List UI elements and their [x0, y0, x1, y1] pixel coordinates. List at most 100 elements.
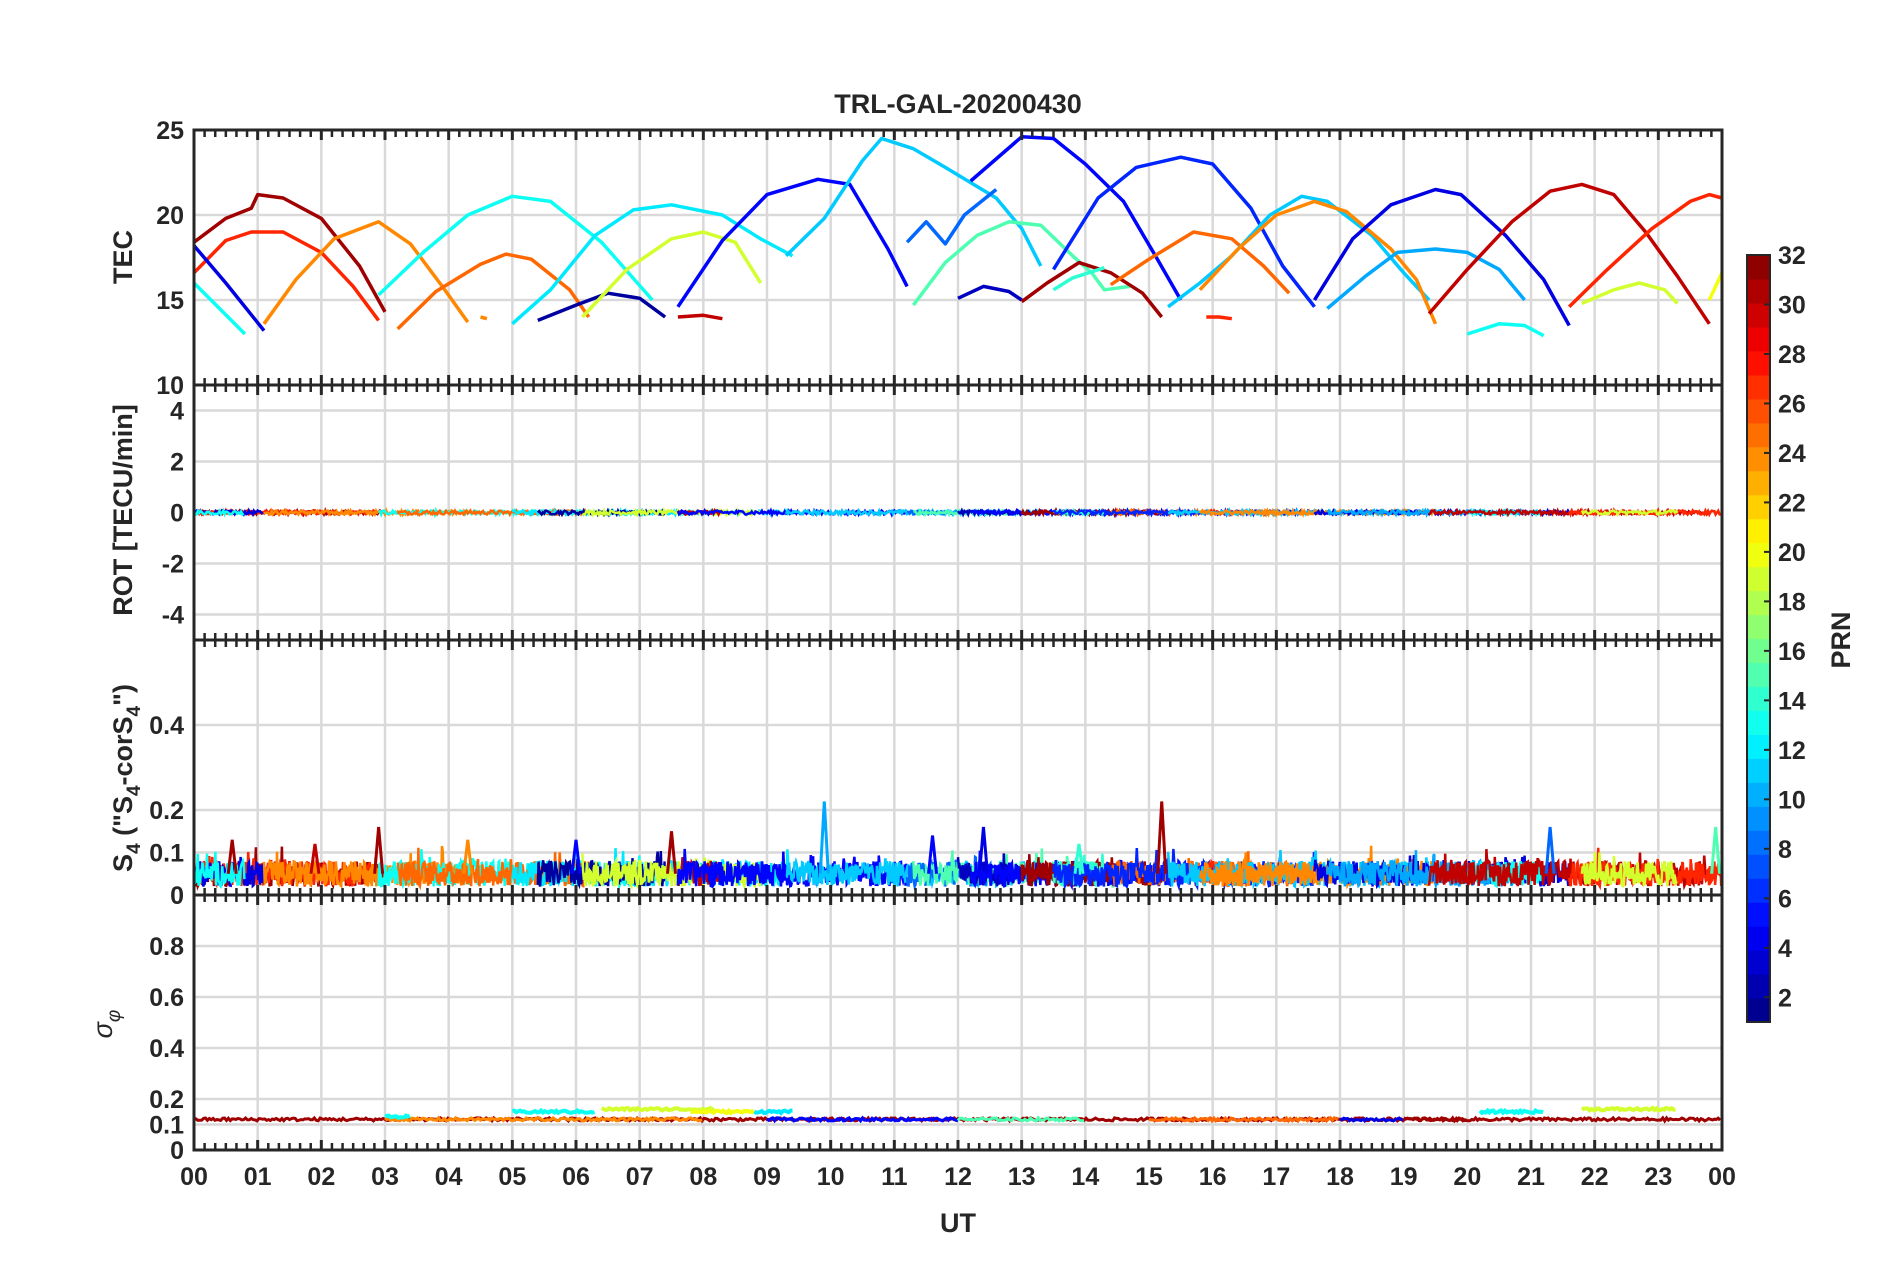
colorbar-band [1747, 422, 1770, 448]
x-tick-label: 00 [180, 1163, 208, 1191]
x-tick-label: 23 [1644, 1163, 1672, 1191]
x-tick-label: 01 [244, 1163, 272, 1191]
colorbar-band [1747, 974, 1770, 999]
colorbar-tick-label: 10 [1778, 786, 1806, 814]
x-tick-label: 17 [1262, 1163, 1290, 1191]
colorbar-band [1747, 830, 1770, 855]
sigma-series-line [1148, 1115, 1339, 1124]
s4-peak [666, 831, 677, 874]
tec-series-line [784, 136, 1043, 267]
colorbar-tick-label: 2 [1778, 984, 1792, 1012]
colorbar-tick-label: 4 [1778, 935, 1792, 963]
colorbar-band [1747, 398, 1770, 424]
tec-series-line [905, 188, 998, 246]
x-tick-label: 09 [753, 1163, 781, 1191]
tec-series-line [1052, 155, 1316, 308]
tec-series-line [192, 192, 387, 313]
y-tick-label: 0.4 [149, 712, 184, 740]
colorbar-tick-label: 12 [1778, 737, 1806, 765]
colorbar-band [1747, 926, 1770, 951]
x-tick-label: 04 [435, 1163, 463, 1191]
x-tick-label: 06 [562, 1163, 590, 1191]
tec-series-line [1109, 230, 1291, 295]
s4-peak [226, 839, 238, 874]
tec-series-line [957, 284, 1023, 302]
y-tick-label: 0 [170, 1137, 184, 1165]
colorbar-band [1747, 350, 1770, 376]
s4-peak [309, 843, 321, 874]
colorbar-band [1747, 590, 1770, 616]
tec-series-line [912, 220, 1131, 307]
y-tick-label: 2 [170, 449, 184, 477]
y-tick-label: 0.2 [149, 1086, 184, 1114]
text-layer: TRL-GAL-20200430 UT TEC ROT [TECU/min] P… [88, 89, 1856, 1238]
colorbar-tick-label: 24 [1778, 440, 1806, 468]
x-tick-label: 20 [1453, 1163, 1481, 1191]
colorbar-band [1747, 878, 1770, 903]
tec-series-line [537, 291, 667, 323]
colorbar-band [1747, 255, 1770, 280]
colorbar-band [1747, 374, 1770, 400]
colorbar-band [1747, 782, 1770, 807]
sigma-segment-line [690, 1107, 755, 1116]
x-tick-label: 10 [817, 1163, 845, 1191]
tec-series-line [192, 281, 247, 336]
s4-peak [1156, 801, 1168, 874]
tec-series-line [1466, 322, 1545, 338]
x-tick-label: 18 [1326, 1163, 1354, 1191]
s4-peak [570, 839, 582, 874]
x-tick-label: 08 [689, 1163, 717, 1191]
chart-title: TRL-GAL-20200430 [834, 89, 1082, 119]
colorbar-band [1747, 686, 1770, 712]
y-tick-label: 0.2 [149, 797, 184, 825]
tec-series-line [1052, 266, 1105, 292]
tec-series-line [1206, 315, 1233, 321]
s4-peak [977, 826, 989, 874]
colorbar-band [1747, 854, 1770, 879]
sigma-segment-line [1580, 1105, 1676, 1114]
colorbar-tick-label: 30 [1778, 291, 1806, 319]
y-tick-label: 15 [156, 287, 184, 315]
sigma-series-line [1403, 1116, 1468, 1123]
x-tick-label: 19 [1390, 1163, 1418, 1191]
colorbar-band [1747, 518, 1770, 544]
colorbar-tick-label: 28 [1778, 341, 1806, 369]
rot-series-line [192, 508, 245, 518]
colorbar-tick-label: 16 [1778, 638, 1806, 666]
sigma-segment-line [511, 1107, 596, 1116]
x-axis-label: UT [940, 1208, 976, 1238]
colorbar-band [1747, 614, 1770, 640]
colorbar-tick-label: 8 [1778, 836, 1792, 864]
sigma-series-line [384, 1115, 703, 1124]
x-tick-label: 14 [1071, 1163, 1099, 1191]
x-tick-label: 12 [944, 1163, 972, 1191]
tec-series-line [676, 177, 909, 308]
y-tick-label: 0 [170, 500, 184, 528]
s4-peak [373, 826, 385, 874]
s4-peak [1544, 826, 1556, 874]
tec-series-line [1198, 199, 1438, 325]
s4-series-line [1580, 852, 1678, 888]
grid-layer [194, 128, 1722, 1152]
x-tick-label: 02 [307, 1163, 335, 1191]
x-tick-label: 11 [881, 1163, 908, 1191]
tec-series-line [1567, 192, 1723, 309]
colorbar-tick-label: 20 [1778, 539, 1806, 567]
colorbar-band [1747, 758, 1770, 783]
x-tick-label: 16 [1199, 1163, 1227, 1191]
colorbar-band [1747, 950, 1770, 975]
y-tick-label: 4 [170, 398, 184, 426]
sigma-series-line [956, 1115, 1085, 1123]
s4-peak [927, 835, 939, 874]
sigma-segment-line [1478, 1107, 1544, 1116]
sigma-segment-line [753, 1108, 793, 1116]
colorbar-band [1747, 998, 1770, 1023]
data-layer [192, 135, 1770, 1124]
s4-peak [1073, 843, 1085, 874]
colorbar-band [1747, 662, 1770, 688]
y-tick-label: 25 [156, 117, 184, 145]
x-tick-label: 05 [498, 1163, 526, 1191]
tec-series-line [480, 315, 488, 321]
tec-series-line [377, 194, 654, 302]
